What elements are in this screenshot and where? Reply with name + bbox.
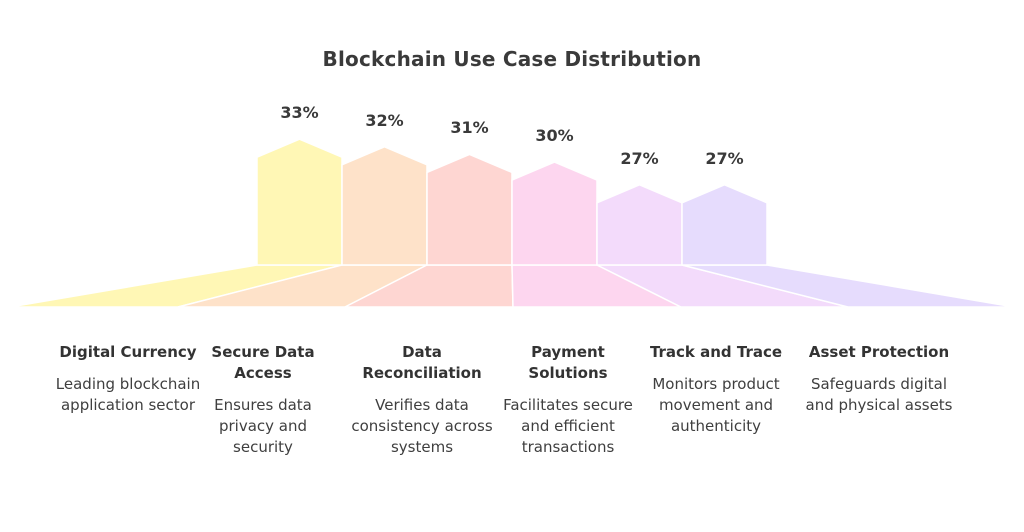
bar-2 [341, 145, 428, 266]
value-label-3: 31% [450, 118, 489, 138]
bar-4 [511, 161, 598, 266]
category-block-1: Digital Currency Leading blockchain appli… [53, 342, 203, 416]
bar-6 [681, 183, 768, 266]
value-label-1: 33% [280, 103, 319, 123]
value-label-5: 27% [620, 148, 659, 168]
category-block-6: Asset Protection Safeguards digital and p… [804, 342, 954, 416]
category-description-1: Leading blockchain application sector [55, 375, 201, 414]
category-label-4: Payment Solutions [528, 343, 608, 382]
category-label-2: Secure Data Access [211, 343, 315, 382]
category-block-3: Data Reconciliation Verifies data consist… [347, 342, 497, 458]
category-block-5: Track and Trace Monitors product movement… [641, 342, 791, 437]
bar-5 [596, 183, 683, 266]
category-label-5: Track and Trace [649, 343, 783, 361]
value-label-2: 32% [365, 110, 404, 130]
category-label-3: Data Reconciliation [362, 343, 482, 382]
value-label-4: 30% [535, 126, 574, 145]
category-description-5: Monitors product movement and authentici… [652, 375, 780, 435]
bar-1 [256, 138, 343, 266]
category-block-4: Payment Solutions Facilitates secure and … [493, 342, 643, 458]
category-label-1: Digital Currency [59, 343, 197, 361]
bar-3 [426, 153, 513, 266]
value-label-6: 27% [705, 148, 744, 168]
category-description-2: Ensures data privacy and security [214, 396, 312, 456]
chart-title: Blockchain Use Case Distribution [322, 47, 702, 71]
category-description-6: Safeguards digital and physical assets [805, 375, 953, 414]
category-label-6: Asset Protection [808, 343, 950, 361]
category-description-4: Facilitates secure and efficient transac… [503, 396, 633, 456]
category-description-3: Verifies data consistency across systems [351, 396, 493, 456]
category-block-2: Secure Data Access Ensures data privacy a… [188, 342, 338, 458]
